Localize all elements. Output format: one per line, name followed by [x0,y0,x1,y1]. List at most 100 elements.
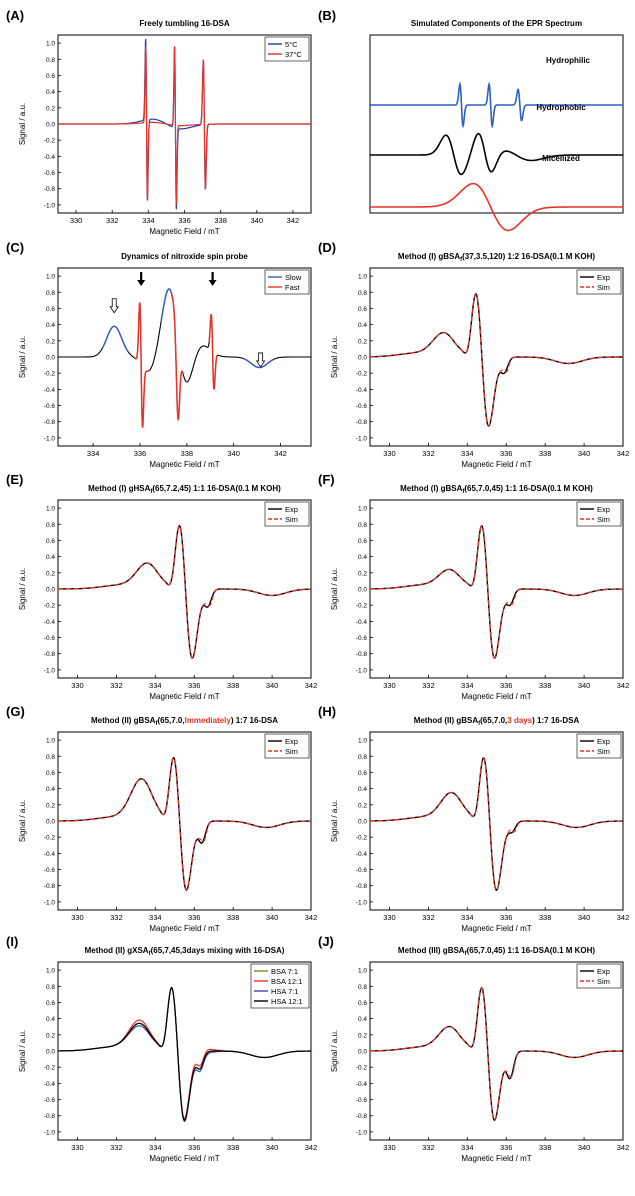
y-tick-label: -0.2 [356,371,368,378]
x-tick-label: 332 [422,449,435,458]
title-part: Method (II) gBSA [91,716,156,725]
y-tick-label: 1.0 [358,506,367,513]
y-axis-label: Signal / a.u. [330,800,339,842]
y-tick-label: -0.2 [44,138,56,145]
legend-box [576,269,622,295]
y-tick-label: 0.8 [46,984,55,991]
component-hydrophobic [370,132,623,176]
y-tick-label: 0.4 [46,786,55,793]
x-tick-label: 334 [142,216,155,225]
series-sim [370,756,623,891]
y-tick-label: 0.2 [358,802,367,809]
plot-area [370,756,623,891]
x-tick-label: 330 [383,681,396,690]
x-axis-label: Magnetic Field / mT [149,924,219,933]
y-tick-label: -0.6 [356,867,368,874]
y-tick-label: 0.4 [358,786,367,793]
title-part: Freely tumbling 16-DSA [139,19,229,28]
component-micellized [370,182,623,232]
y-tick-label: 0.2 [46,802,55,809]
x-tick-label: 330 [70,216,83,225]
y-tick-label: 0.0 [358,1049,367,1056]
x-axis-label: Magnetic Field / mT [149,1154,219,1163]
x-tick-label: 336 [188,681,201,690]
y-tick-label: 0.8 [46,522,55,529]
y-tick-label: -0.6 [44,867,56,874]
series-sim [58,756,311,891]
x-tick-label: 330 [71,913,84,922]
plot-frame [57,499,312,679]
y-tick-label: 0.8 [46,57,55,64]
panel-g: (G) Method (II) gBSAf(65,7.0,Immediately)… [6,704,317,933]
y-tick-label: -0.4 [356,1081,368,1088]
x-axis-label: Magnetic Field / mT [461,460,531,469]
series-slow [242,357,274,369]
y-tick-label: -1.0 [356,899,368,906]
title-subscript: f [149,951,152,957]
y-axis-label: Signal / a.u. [18,336,27,378]
series-exp [58,524,311,659]
y-tick-label: -0.2 [356,1065,368,1072]
panel-letter: (G) [6,704,25,719]
y-axis-label: Signal / a.u. [330,336,339,378]
panel-letter: (F) [318,472,335,487]
panel-title: Method (III) gBSAf(65,7.0,45) 1:1 16-DSA… [398,946,595,957]
x-tick-label: 330 [71,681,84,690]
y-tick-label: 0.2 [46,105,55,112]
y-tick-label: -0.6 [356,635,368,642]
legend-box [264,269,310,295]
hollow-arrow-icon [109,298,119,314]
x-tick-label: 338 [227,681,240,690]
y-tick-label: -0.2 [44,603,56,610]
plot-area [58,272,311,428]
legend-label: 5°C [285,40,298,49]
legend-box [576,501,622,527]
panel-title: Method (I) gHSAf(65,7.2,45) 1:1 16-DSA(0… [88,484,281,495]
plot-area [58,38,311,210]
plot-frame [369,34,624,214]
y-tick-label: 0.2 [358,570,367,577]
x-tick-label: 340 [578,913,591,922]
x-tick-label: 336 [134,449,147,458]
legend-label: BSA 12:1 [271,977,302,986]
legend-label: Sim [285,515,298,524]
legend-label: Exp [597,967,610,976]
title-part: Method (I) gHSA [88,484,150,493]
title-part: Method (II) gXSA [85,946,149,955]
component-hydrophilic [370,81,623,129]
series-exp [370,756,623,891]
y-tick-label: 0.8 [358,290,367,297]
x-tick-label: 342 [305,681,318,690]
x-tick-label: 340 [266,913,279,922]
series-slow [101,325,129,353]
y-tick-label: -0.4 [44,387,56,394]
x-tick-label: 342 [305,913,318,922]
y-tick-label: -0.2 [44,835,56,842]
y-tick-label: -0.8 [356,651,368,658]
x-tick-label: 338 [227,913,240,922]
legend-label: Sim [597,747,610,756]
y-tick-label: 1.0 [46,274,55,281]
y-tick-label: 1.0 [358,738,367,745]
series-sim [370,987,623,1121]
title-part: (65,7.0,45) 1:1 16-DSA(0.1 M KOH) [467,946,596,955]
y-tick-label: -1.0 [44,202,56,209]
title-subscript: f [150,489,153,495]
series-slow [160,288,174,322]
y-tick-label: 0.6 [358,538,367,545]
x-tick-label: 334 [149,1143,162,1152]
y-tick-label: 1.0 [358,274,367,281]
y-tick-label: -0.8 [44,186,56,193]
legend-label: Exp [597,737,610,746]
series-exp [58,756,311,891]
panel-title: Method (I) gBSAf(65,7.0,45) 1:1 16-DSA(0… [400,484,593,495]
series-sim [58,525,311,659]
panel-title: Method (II) gBSAf(65,7.0,3 days) 1:7 16-… [414,716,580,727]
x-axis-label: Magnetic Field / mT [149,227,219,236]
y-tick-label: 0.0 [46,587,55,594]
title-part: Dynamics of nitroxide spin probe [121,252,248,261]
y-tick-label: 0.6 [358,1000,367,1007]
y-tick-label: -0.4 [356,387,368,394]
y-tick-label: 0.0 [358,355,367,362]
x-axis-label: Magnetic Field / mT [461,924,531,933]
